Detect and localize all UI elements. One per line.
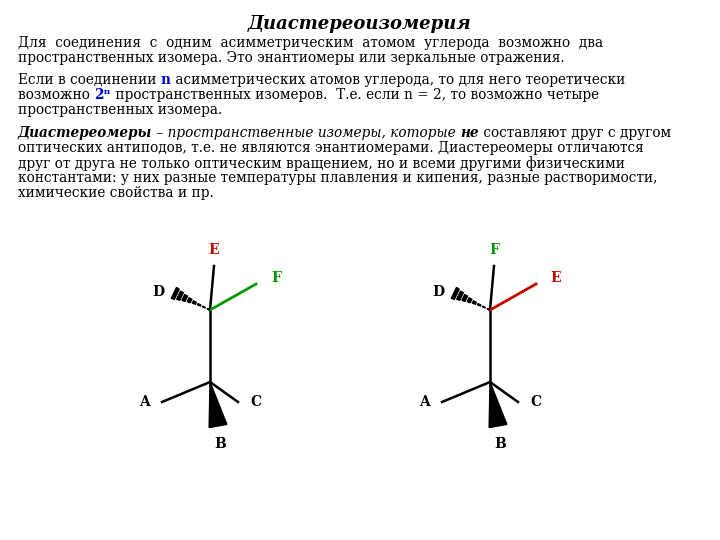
Text: асимметрических атомов углерода, то для него теоретически: асимметрических атомов углерода, то для … [171, 73, 625, 87]
Polygon shape [192, 301, 197, 304]
Text: друг от друга не только оптическим вращением, но и всеми другими физическими: друг от друга не только оптическим враще… [18, 156, 625, 171]
Text: 2ⁿ: 2ⁿ [94, 88, 111, 102]
Text: константами: у них разные температуры плавления и кипения, разные растворимости,: константами: у них разные температуры пл… [18, 171, 657, 185]
Text: составляют друг с другом: составляют друг с другом [479, 126, 671, 140]
Text: пространственных изомеров.  Т.е. если n = 2, то возможно четыре: пространственных изомеров. Т.е. если n =… [111, 88, 599, 102]
Text: E: E [551, 271, 562, 285]
Text: – пространственные изомеры, которые: – пространственные изомеры, которые [153, 126, 461, 140]
Text: Для  соединения  с  одним  асимметрическим  атомом  углерода  возможно  два: Для соединения с одним асимметрическим а… [18, 36, 603, 50]
Text: E: E [209, 243, 220, 257]
Text: A: A [139, 395, 149, 409]
Text: A: A [418, 395, 429, 409]
Polygon shape [487, 309, 490, 310]
Text: Диастереоизомерия: Диастереоизомерия [248, 15, 472, 33]
Polygon shape [187, 298, 192, 303]
Polygon shape [462, 294, 467, 301]
Text: F: F [271, 271, 281, 285]
Text: n: n [161, 73, 171, 87]
Text: химические свойства и пр.: химические свойства и пр. [18, 186, 214, 200]
Text: C: C [251, 395, 261, 409]
Text: B: B [214, 437, 226, 451]
Polygon shape [209, 382, 227, 428]
Text: пространственных изомера. Это энантиомеры или зеркальные отражения.: пространственных изомера. Это энантиомер… [18, 51, 564, 65]
Text: Если в соединении: Если в соединении [18, 73, 161, 87]
Polygon shape [176, 291, 184, 300]
Text: пространственных изомера.: пространственных изомера. [18, 103, 222, 117]
Text: оптических антиподов, т.е. не являются энантиомерами. Диастереомеры отличаются: оптических антиподов, т.е. не являются э… [18, 141, 644, 155]
Polygon shape [451, 287, 459, 299]
Text: C: C [531, 395, 541, 409]
Polygon shape [207, 309, 210, 310]
Text: B: B [494, 437, 506, 451]
Polygon shape [171, 287, 179, 299]
Polygon shape [472, 301, 476, 304]
Polygon shape [477, 303, 481, 306]
Text: Диастереомеры: Диастереомеры [18, 126, 153, 140]
Polygon shape [489, 382, 507, 428]
Text: F: F [489, 243, 499, 257]
Polygon shape [197, 303, 201, 306]
Polygon shape [467, 298, 472, 303]
Text: D: D [432, 285, 444, 299]
Polygon shape [182, 294, 187, 301]
Text: не: не [461, 126, 479, 140]
Polygon shape [482, 306, 485, 308]
Text: возможно: возможно [18, 88, 94, 102]
Text: D: D [152, 285, 164, 299]
Polygon shape [456, 291, 463, 300]
Polygon shape [202, 306, 205, 308]
